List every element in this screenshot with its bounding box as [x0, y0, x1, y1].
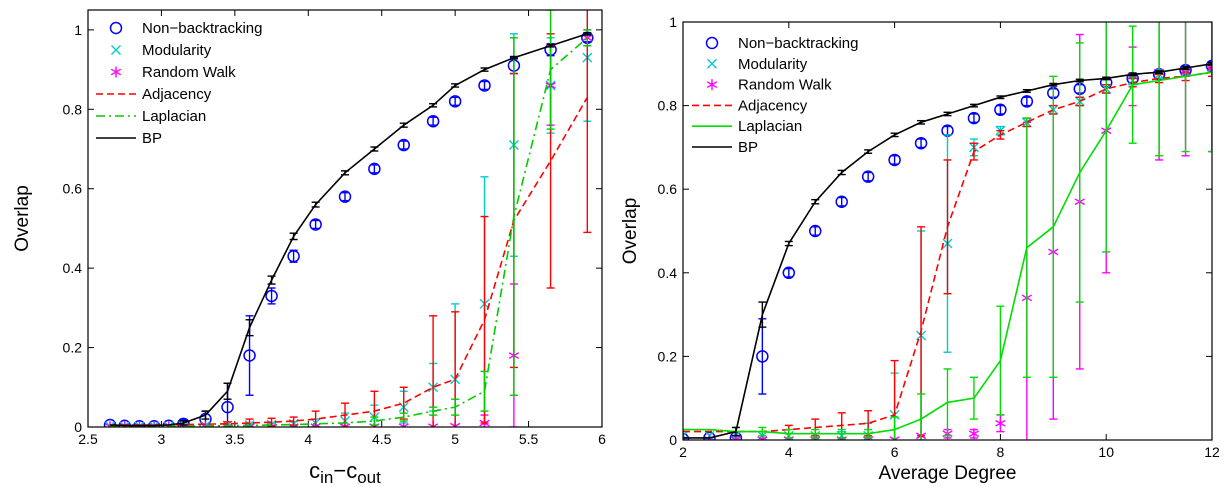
data-point	[338, 190, 352, 203]
x-tick-label: 6	[891, 444, 899, 460]
data-point	[782, 266, 796, 280]
x-tick-label: 2.5	[78, 431, 98, 447]
plot-area	[683, 22, 1212, 440]
y-tick-label: 0.2	[658, 348, 678, 364]
data-point	[683, 430, 688, 440]
data-point	[888, 153, 901, 167]
legend-marker	[707, 58, 717, 69]
series-line	[683, 63, 1212, 439]
legend-marker	[705, 36, 719, 50]
x-axis-label: Average Degree	[878, 463, 1016, 484]
series-6	[683, 61, 1212, 439]
legend: Non−backtracking Modularity Random Walk Adj…	[96, 20, 262, 147]
y-tick-label: 1	[669, 14, 677, 30]
legend-entry: Modularity	[738, 56, 808, 73]
x-tick-label: 4	[304, 431, 312, 447]
y-tick-label: 0.4	[63, 260, 83, 276]
data-point	[243, 349, 256, 362]
x-axis-label-sub-in: in	[320, 468, 333, 487]
chart-1: 2.5 3 3.5 4 4.5 5 5.5 6 0 0.2 0.4 0.6 0.8 1 Non−backtr…	[12, 9, 606, 487]
data-point	[309, 218, 322, 231]
x-axis-label-main: c	[309, 458, 320, 483]
x-tick-label: 5	[451, 431, 459, 447]
x-tick-label: 12	[1204, 444, 1220, 460]
data-point	[756, 350, 769, 363]
data-point	[994, 103, 1007, 117]
axes-box	[682, 21, 1213, 441]
x-axis-label-sub-out: out	[357, 468, 381, 487]
legend-entry: BP	[142, 130, 162, 147]
y-tick-label: 0.8	[658, 98, 678, 114]
legend-marker	[111, 45, 121, 55]
data-point	[1205, 59, 1212, 73]
data-point	[265, 289, 278, 303]
y-axis-label: Overlap	[12, 185, 33, 252]
series-line	[110, 37, 588, 427]
data-point	[368, 162, 381, 176]
y-tick-label: 0.4	[658, 265, 678, 281]
series-line	[683, 71, 1212, 435]
y-tick-label: 1	[74, 22, 82, 38]
axes-box	[87, 9, 603, 428]
x-tick-label: 5.5	[519, 431, 539, 447]
x-tick-label: 2	[679, 444, 687, 460]
x-tick-label: 4.5	[372, 431, 392, 447]
series-5	[110, 10, 592, 427]
data-point	[809, 224, 822, 238]
x-tick-label: 4	[785, 444, 793, 460]
legend: Non−backtracking Modularity Random Walk Adj…	[692, 35, 858, 156]
legend-entry: BP	[738, 139, 758, 156]
x-tick-label: 8	[997, 444, 1005, 460]
legend-entry: Modularity	[142, 42, 212, 59]
legend-marker	[109, 21, 123, 35]
legend-entry: Adjacency	[738, 97, 808, 114]
data-point	[1206, 62, 1212, 74]
data-point	[287, 249, 300, 263]
legend-marker	[706, 79, 718, 91]
y-tick-label: 0.8	[63, 101, 83, 117]
plot-area	[103, 10, 594, 427]
data-point	[221, 400, 234, 414]
data-point	[914, 136, 928, 150]
y-tick-label: 0	[74, 419, 82, 435]
series-6	[109, 31, 592, 427]
data-point	[995, 417, 1006, 429]
legend-marker	[110, 66, 122, 78]
y-tick-label: 0.6	[63, 181, 83, 197]
chart-2: 2 4 6 8 10 12 0 0.2 0.4 0.6 0.8 1 Non−backtracking Mo…	[620, 14, 1220, 484]
data-point	[835, 195, 848, 208]
series-5	[683, 22, 1212, 440]
legend-entry: Non−backtracking	[142, 20, 262, 37]
x-axis-label: cin−cout	[309, 458, 381, 487]
series-line	[683, 71, 1212, 433]
legend-entry: Laplacian	[738, 118, 802, 135]
data-point	[397, 138, 410, 152]
legend-entry: Laplacian	[142, 108, 206, 125]
x-axis-label-minus: −c	[333, 458, 357, 483]
y-tick-label: 0.6	[658, 181, 678, 197]
legend-entry: Adjacency	[142, 86, 212, 103]
legend-entry: Random Walk	[738, 77, 832, 94]
data-point	[861, 170, 875, 183]
data-point	[448, 95, 462, 108]
y-tick-label: 0	[669, 432, 677, 448]
y-axis-label: Overlap	[620, 198, 641, 265]
x-tick-label: 6	[598, 431, 606, 447]
legend-entry: Non−backtracking	[738, 35, 858, 52]
data-point	[1020, 95, 1034, 108]
series-line	[109, 33, 588, 427]
x-tick-label: 3	[158, 431, 166, 447]
x-tick-label: 10	[1098, 444, 1114, 460]
x-tick-label: 3.5	[225, 431, 245, 447]
data-point	[683, 432, 690, 440]
data-point	[478, 79, 491, 92]
data-point	[968, 428, 980, 440]
y-tick-label: 0.2	[63, 340, 83, 356]
data-point	[426, 114, 440, 128]
legend-entry: Random Walk	[142, 64, 236, 81]
data-point	[967, 111, 981, 125]
